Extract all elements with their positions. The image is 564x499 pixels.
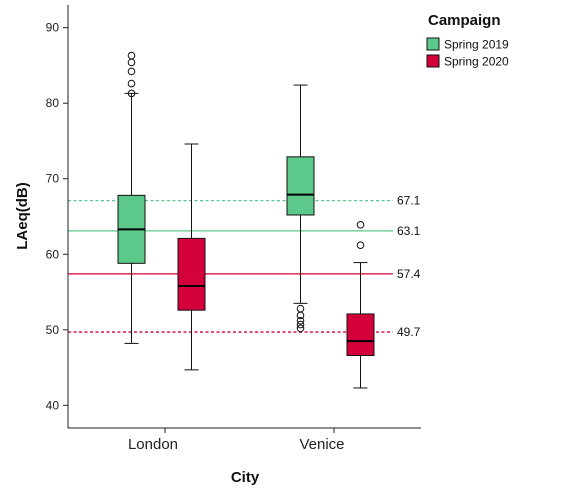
- y-tick-label: 50: [46, 323, 60, 337]
- axes: 40 50 60 70 80 90 London Venice City LAeq(dB): [14, 5, 421, 486]
- reference-labels: 67.1 63.1 57.4 49.7: [397, 194, 421, 339]
- x-tick-label: London: [128, 436, 178, 453]
- legend-entry-label: Spring 2020: [444, 55, 509, 69]
- reference-line-label: 63.1: [397, 224, 421, 238]
- x-tick-label: Venice: [299, 436, 344, 453]
- box: [177, 237, 206, 311]
- legend: Campaign Spring 2019 Spring 2020: [426, 12, 509, 69]
- legend-entry-label: Spring 2019: [444, 38, 509, 52]
- x-axis-title: City: [231, 469, 260, 486]
- reference-line-label: 67.1: [397, 194, 421, 208]
- legend-swatch: [426, 37, 440, 51]
- outlier-point: [356, 241, 365, 250]
- box: [346, 313, 375, 356]
- reference-line-label: 49.7: [397, 325, 421, 339]
- outlier-point: [296, 304, 305, 313]
- outlier-point: [127, 67, 136, 76]
- box: [286, 156, 315, 216]
- y-tick-label: 60: [46, 247, 60, 261]
- legend-title: Campaign: [428, 12, 501, 29]
- y-tick-label: 80: [46, 96, 60, 110]
- outlier-point: [127, 51, 136, 60]
- y-axis-title: LAeq(dB): [14, 182, 31, 250]
- outlier-point: [356, 221, 365, 229]
- outlier-point: [296, 320, 305, 329]
- outlier-point: [127, 89, 136, 98]
- outlier-point: [296, 324, 305, 333]
- reference-line-label: 57.4: [397, 267, 421, 281]
- reference-lines: [68, 199, 393, 333]
- outlier-point: [127, 79, 136, 88]
- outlier-point: [127, 58, 136, 67]
- y-tick-label: 90: [46, 21, 60, 35]
- legend-swatch: [426, 54, 440, 68]
- boxplot-boxes: [117, 51, 375, 389]
- outlier-point: [296, 316, 305, 325]
- y-tick-label: 70: [46, 172, 60, 186]
- y-tick-label: 40: [46, 398, 60, 412]
